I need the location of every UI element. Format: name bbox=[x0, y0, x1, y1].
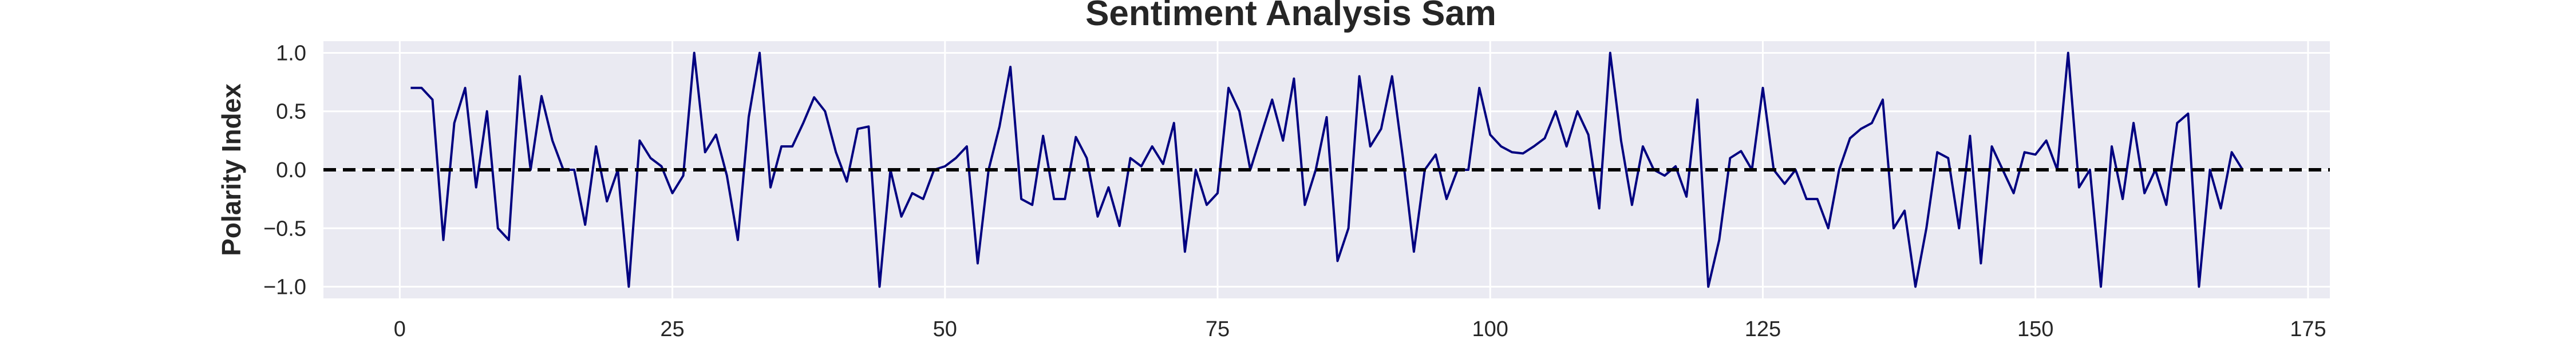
y-tick-label: −1.0 bbox=[263, 276, 306, 300]
y-tick-label: 0.5 bbox=[276, 100, 306, 124]
x-tick-label: 100 bbox=[1472, 317, 1508, 341]
x-tick-label: 25 bbox=[660, 317, 684, 341]
y-axis-ticks: −1.0 −0.5 0.0 0.5 1.0 bbox=[263, 41, 306, 299]
x-axis-ticks: 0 25 50 75 100 125 150 175 bbox=[394, 317, 2326, 341]
x-tick-label: 125 bbox=[1745, 317, 1781, 341]
y-tick-label: −0.5 bbox=[263, 217, 306, 241]
x-tick-label: 150 bbox=[2017, 317, 2053, 341]
x-tick-label: 50 bbox=[933, 317, 957, 341]
y-tick-label: 1.0 bbox=[276, 41, 306, 65]
polarity-series-line bbox=[410, 51, 2244, 288]
chart-title: Sentiment Analysis Sam bbox=[1085, 0, 1496, 33]
x-tick-label: 0 bbox=[394, 317, 406, 341]
y-tick-label: 0.0 bbox=[276, 158, 306, 182]
x-tick-label: 75 bbox=[1206, 317, 1230, 341]
y-axis-title: Polarity Index bbox=[216, 83, 246, 256]
series-group bbox=[410, 51, 2244, 288]
x-tick-label: 175 bbox=[2290, 317, 2326, 341]
